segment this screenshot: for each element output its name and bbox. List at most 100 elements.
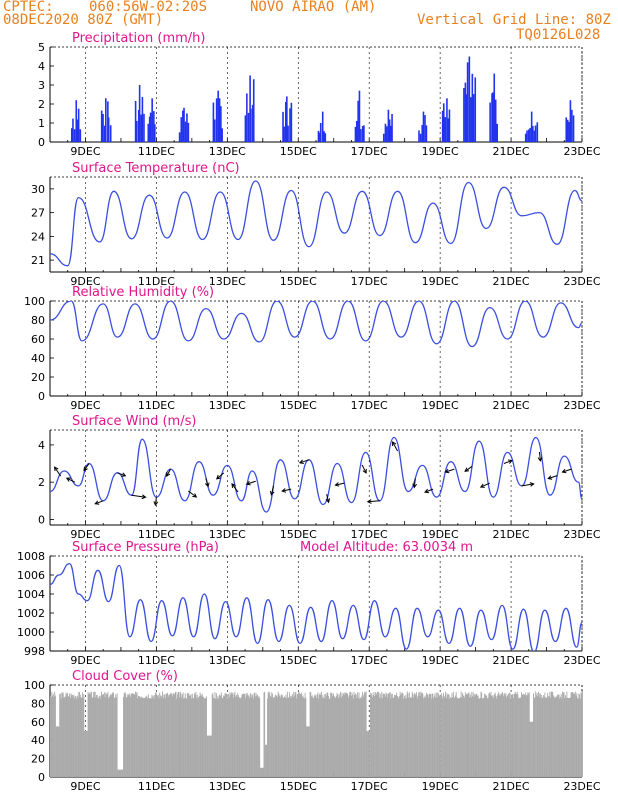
cloud-bar [419, 695, 421, 777]
y-tick-label: 5 [38, 41, 45, 54]
cloud-bar [295, 692, 297, 777]
cloud-bar [524, 695, 526, 777]
cloud-bar [148, 697, 150, 777]
wind-arrow-head [83, 466, 88, 472]
header-grid-line: Vertical Grid Line: 80Z [417, 12, 611, 28]
cloud-bar [470, 697, 472, 777]
cloud-bar [102, 694, 104, 777]
cloud-bar [59, 693, 61, 777]
cloud-bar [438, 693, 439, 777]
cloud-bar [310, 691, 312, 777]
cloud-bar [92, 697, 94, 777]
cloud-bar [218, 695, 220, 777]
wind-arrow [282, 488, 292, 492]
cloud-bar [138, 696, 140, 777]
cloud-bar [501, 693, 503, 777]
cloud-bar [50, 696, 51, 777]
cloud-bar [511, 696, 512, 777]
cloud-bar [272, 698, 274, 777]
cloud-bar [281, 694, 283, 777]
wind-arrow-head [281, 488, 287, 493]
cloud-bar [574, 694, 576, 777]
precip-bar [494, 99, 497, 142]
cloud-bar [463, 695, 465, 777]
cloud-bar [323, 697, 325, 777]
precip-bar [178, 132, 181, 142]
cloud-bar [129, 695, 131, 777]
cloud-bar [533, 693, 534, 777]
cloud-bar [247, 696, 249, 777]
cloud-bar [179, 691, 181, 777]
y-tick-label: 998 [24, 645, 45, 658]
cloud-bar [262, 767, 264, 777]
cloud-bar [430, 698, 432, 777]
y-tick-label: 80 [31, 314, 45, 327]
cloud-bar [218, 698, 220, 777]
cloud-bar [230, 692, 232, 777]
precip-bar [180, 117, 183, 142]
cloud-bar [267, 698, 268, 777]
cloud-bar [582, 691, 583, 777]
cloud-bar [225, 693, 227, 777]
cloud-bar [246, 695, 248, 777]
cloud-bar [450, 697, 451, 777]
cloud-bar [503, 696, 505, 777]
cloud-bar [491, 695, 493, 777]
cloud-bar [437, 692, 439, 777]
cloud-bar [131, 693, 133, 777]
cloud-bar [106, 694, 108, 777]
cloud-bar [402, 693, 404, 777]
cloud-bar [205, 697, 207, 777]
chart-annotation: Model Altitude: 63.0034 m [300, 540, 473, 555]
chart-title: Surface Wind (m/s) [72, 414, 196, 429]
cloud-bar [127, 694, 129, 777]
precip-bar [363, 125, 365, 142]
cloud-bar [379, 697, 381, 777]
cloud-bar [84, 731, 85, 777]
precip-bar [324, 133, 327, 142]
cloud-bar [71, 695, 73, 777]
cloud-bar [462, 695, 464, 777]
wind-arrow-head [153, 501, 159, 507]
cloud-bar [224, 693, 226, 777]
precip-bar [215, 98, 218, 142]
cloud-bar [542, 695, 544, 777]
cloud-bar [313, 695, 315, 777]
wind-arrow [231, 483, 239, 493]
cloud-bar [515, 693, 517, 777]
cloud-bar [256, 696, 258, 777]
cloud-bar [374, 696, 376, 777]
y-tick-label: 0 [38, 513, 45, 526]
cloud-bar [311, 696, 312, 777]
cloud-bar [428, 697, 429, 777]
wind-arrow-head [245, 480, 251, 486]
cloud-bar [264, 744, 266, 777]
cloud-bar [369, 731, 371, 777]
cloud-bar [260, 767, 262, 777]
x-tick-label: 21DEC [493, 399, 530, 412]
precip-bar [384, 123, 387, 142]
x-tick-label: 21DEC [493, 780, 530, 793]
cloud-bar [481, 698, 483, 777]
precip-bar [382, 133, 385, 142]
cloud-bar [210, 735, 212, 777]
cloud-bar [577, 698, 579, 777]
cloud-bar [198, 696, 200, 777]
cloud-bar [383, 693, 385, 777]
cloud-bar [364, 692, 366, 777]
cloud-bar [518, 697, 520, 777]
wind-arrow [445, 468, 455, 473]
cloud-bar [417, 695, 419, 777]
cloud-bar [220, 696, 222, 777]
cloud-bar [447, 694, 449, 777]
cloud-bar [347, 693, 349, 777]
cloud-bar [248, 695, 250, 777]
cloud-bar [425, 692, 427, 777]
cloud-bar [237, 695, 239, 777]
cloud-bar [405, 694, 407, 777]
cloud-bar [161, 695, 163, 777]
cloud-bar [147, 698, 149, 777]
precip-bar [187, 122, 190, 142]
cloud-bar [88, 693, 90, 777]
cloud-bar [211, 735, 212, 777]
